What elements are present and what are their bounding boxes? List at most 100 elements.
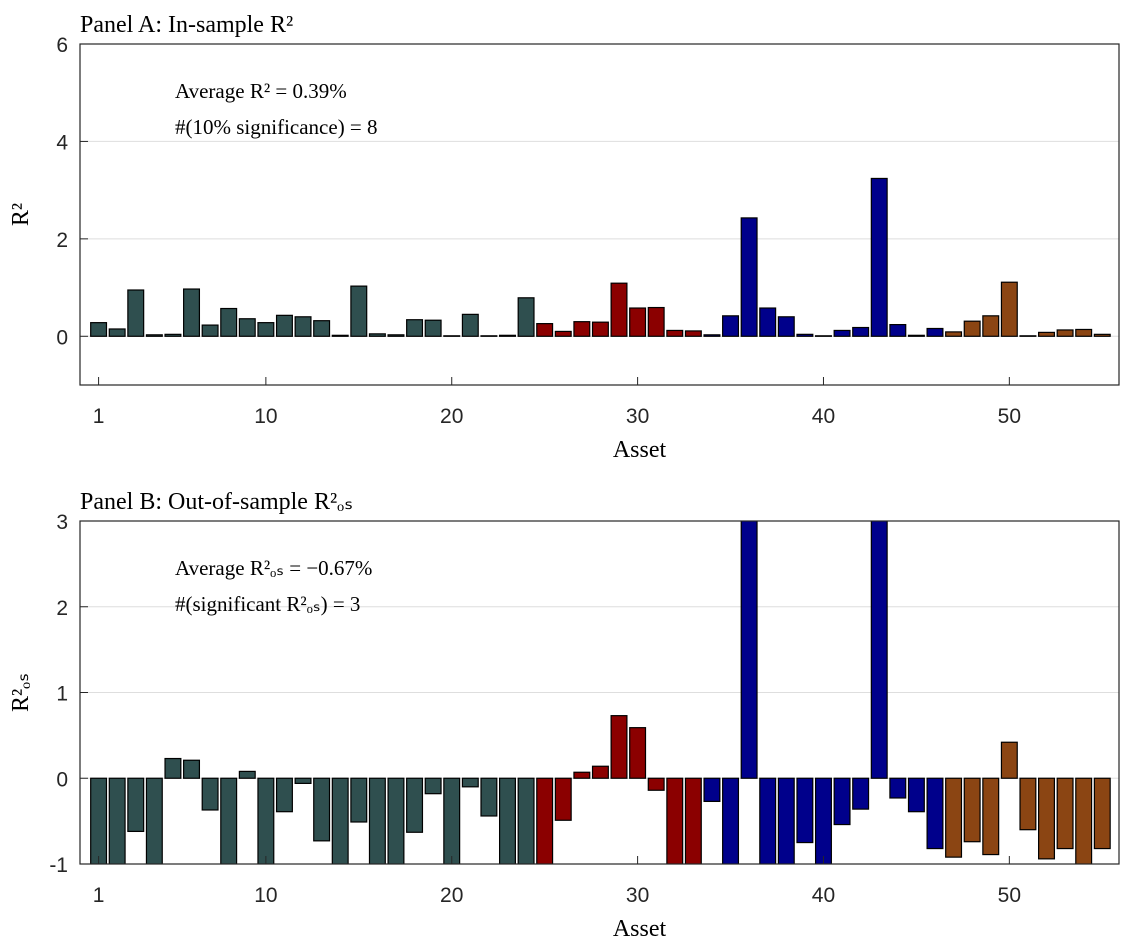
bar xyxy=(703,777,721,803)
bar xyxy=(591,765,609,779)
y-tick-label: 0 xyxy=(56,326,68,349)
x-axis-label: Asset xyxy=(613,437,667,463)
panel: Panel B: Out-of-sample R²ₒₛ -1 0 1 2 3 1 10 20 30… xyxy=(8,489,1120,942)
x-axis-label: Asset xyxy=(613,916,667,942)
bar xyxy=(796,777,814,844)
bar xyxy=(982,777,1000,856)
bar xyxy=(852,326,870,337)
bar xyxy=(1056,329,1074,337)
bar xyxy=(963,320,981,337)
axes-box xyxy=(79,43,1120,386)
bar xyxy=(461,313,479,337)
bar xyxy=(424,319,442,337)
y-tick-label: 6 xyxy=(56,34,68,57)
bar xyxy=(926,777,944,850)
x-tick-label: 10 xyxy=(254,405,277,428)
bar xyxy=(517,777,535,864)
bar xyxy=(684,330,702,337)
bar xyxy=(90,777,108,864)
bar xyxy=(201,324,219,337)
bars xyxy=(90,521,1111,864)
bar xyxy=(833,329,851,337)
panel-title: Panel A: In-sample R² xyxy=(80,12,293,38)
annotation: #(10% significance) = 8 xyxy=(175,115,378,139)
bar xyxy=(833,777,851,826)
bar xyxy=(108,777,126,864)
bar xyxy=(666,777,684,864)
bar xyxy=(275,777,293,813)
bar xyxy=(907,334,925,337)
bar xyxy=(1093,777,1111,850)
y-tick-label: 4 xyxy=(56,131,68,154)
y-tick-label: 2 xyxy=(56,229,68,252)
bar xyxy=(759,307,777,337)
bar xyxy=(573,771,591,779)
bar xyxy=(796,333,814,337)
bar xyxy=(406,319,424,337)
bar xyxy=(387,334,405,337)
bar xyxy=(294,777,312,784)
x-tick-label: 10 xyxy=(254,884,277,907)
bar xyxy=(1093,333,1111,337)
x-tick-label: 50 xyxy=(998,884,1021,907)
bar xyxy=(164,333,182,337)
bar xyxy=(108,328,126,337)
y-axis-label: R² xyxy=(8,203,34,226)
x-tick-label: 30 xyxy=(626,405,649,428)
x-tick-label: 40 xyxy=(812,884,835,907)
bar xyxy=(852,777,870,810)
bar xyxy=(814,777,832,864)
bar xyxy=(220,307,238,337)
bar xyxy=(350,777,368,823)
bar xyxy=(164,757,182,779)
bar xyxy=(127,289,145,337)
bar xyxy=(331,334,349,337)
y-tick-label: 1 xyxy=(56,683,68,706)
bar xyxy=(1019,777,1037,831)
bar xyxy=(406,777,424,833)
bar xyxy=(722,315,740,337)
bar xyxy=(777,777,795,864)
annotation: Average R²ₒₛ = −0.67% xyxy=(175,556,372,580)
x-tick-label: 1 xyxy=(93,405,105,428)
bar xyxy=(759,777,777,864)
bar xyxy=(201,777,219,811)
bar xyxy=(889,777,907,799)
bar xyxy=(145,334,163,337)
bar xyxy=(1038,777,1056,860)
y-tick-label: 3 xyxy=(56,511,68,534)
bar xyxy=(238,318,256,337)
bar xyxy=(573,321,591,337)
bar xyxy=(313,320,331,337)
y-tick-label: -1 xyxy=(49,854,68,877)
bar xyxy=(703,334,721,337)
y-tick-label: 2 xyxy=(56,597,68,620)
bar xyxy=(461,777,479,788)
bar xyxy=(907,777,925,813)
panel-title: Panel B: Out-of-sample R²ₒₛ xyxy=(80,489,353,515)
bar xyxy=(963,777,981,843)
bar xyxy=(387,777,405,864)
bar xyxy=(350,285,368,337)
bar xyxy=(1038,331,1056,337)
bar xyxy=(331,777,349,864)
bar xyxy=(870,177,888,337)
bar xyxy=(554,330,572,337)
bar xyxy=(498,334,516,337)
bar xyxy=(1000,281,1018,337)
x-tick-label: 20 xyxy=(440,405,463,428)
bar xyxy=(294,316,312,337)
bar xyxy=(443,777,461,864)
bar xyxy=(591,321,609,337)
bar xyxy=(610,715,628,779)
x-tick-label: 40 xyxy=(812,405,835,428)
bar xyxy=(238,770,256,779)
bar xyxy=(666,329,684,337)
bar xyxy=(740,217,758,337)
bar xyxy=(368,333,386,337)
bar xyxy=(554,777,572,821)
bar xyxy=(777,316,795,337)
bar xyxy=(684,777,702,864)
x-tick-label: 1 xyxy=(93,884,105,907)
bar xyxy=(740,521,758,779)
